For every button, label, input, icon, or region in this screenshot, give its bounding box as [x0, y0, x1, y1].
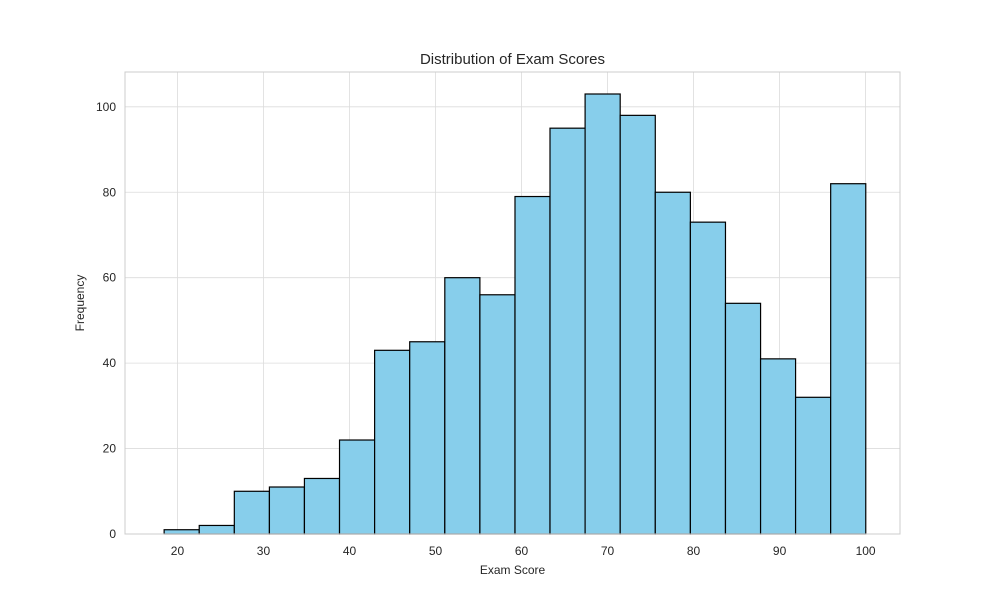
histogram-bar-9	[444, 277, 481, 535]
x-tick-label: 20	[171, 544, 185, 558]
y-axis-label: Frequency	[73, 275, 87, 332]
histogram-bar-3	[233, 490, 271, 535]
histogram-bar-5	[303, 477, 341, 535]
bars	[163, 93, 867, 535]
histogram-bar-2	[198, 524, 235, 535]
histogram-bar-6	[338, 439, 376, 535]
histogram-bar-7	[374, 349, 411, 535]
chart-title: Distribution of Exam Scores	[420, 51, 605, 68]
y-tick-label: 0	[109, 527, 116, 541]
x-tick-label: 60	[515, 544, 529, 558]
histogram-bar-13	[584, 93, 621, 535]
histogram-bar-18	[759, 358, 797, 535]
histogram-bar-12	[549, 127, 586, 535]
x-tick-label: 40	[343, 544, 357, 558]
y-tick-label: 40	[103, 356, 117, 370]
x-tick-label: 80	[687, 544, 701, 558]
histogram-bar-16	[689, 221, 727, 535]
histogram-bar-11	[514, 195, 551, 535]
histogram-bar-19	[794, 396, 832, 535]
y-tick-label: 20	[103, 442, 117, 456]
x-axis-label: Exam Score	[480, 563, 546, 577]
histogram-bar-20	[830, 183, 867, 535]
y-tick-label: 100	[96, 100, 116, 114]
histogram-bar-17	[724, 302, 762, 535]
x-tick-label: 30	[257, 544, 271, 558]
histogram-bar-10	[479, 294, 516, 535]
y-tick-label: 80	[103, 185, 117, 199]
histogram-bar-15	[654, 191, 691, 535]
x-tick-label: 100	[856, 544, 876, 558]
x-tick-label: 50	[429, 544, 443, 558]
histogram-bar-1	[163, 529, 200, 535]
histogram-bar-4	[268, 486, 306, 535]
x-tick-label: 90	[773, 544, 787, 558]
histogram-bar-14	[619, 114, 656, 535]
x-tick-label: 70	[601, 544, 615, 558]
y-tick-label: 60	[103, 271, 117, 285]
plot-frame	[124, 71, 901, 535]
histogram-bar-8	[409, 341, 446, 535]
tick-labels: 20 30 40 50 60 70 80 90 100 0 20 40 60 80 100	[96, 100, 876, 558]
